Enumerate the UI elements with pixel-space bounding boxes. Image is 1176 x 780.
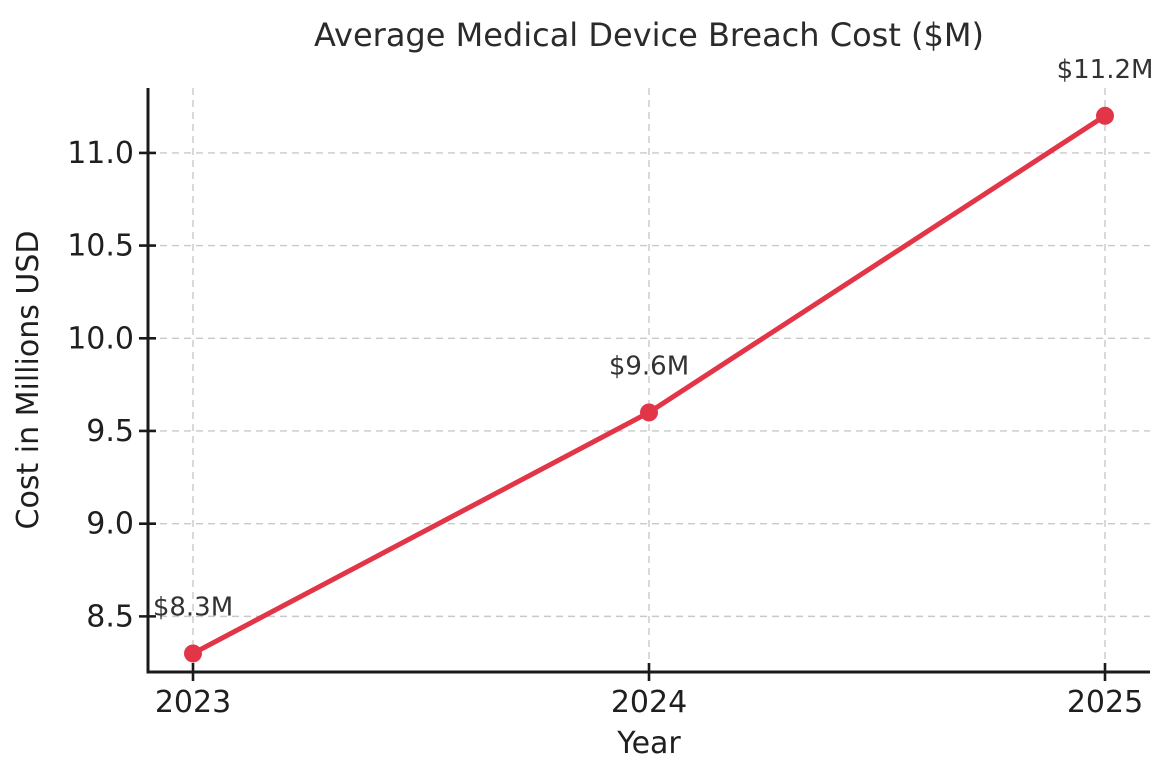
data-point-label: $9.6M [609,351,689,381]
y-tick-label: 10.5 [67,229,134,264]
data-point [184,644,202,663]
axes-layer [139,88,1150,681]
y-tick-label: 8.5 [86,599,134,634]
y-axis-label: Cost in Millions USD [11,231,46,530]
y-tick-label: 9.0 [86,507,134,542]
y-tick-label: 9.5 [86,414,134,449]
chart-title: Average Medical Device Breach Cost ($M) [314,16,984,54]
data-point [1096,106,1114,125]
x-tick-label: 2023 [155,685,231,720]
series-layer: $8.3M $9.6M $11.2M [153,55,1154,663]
data-point-label: $11.2M [1057,55,1154,85]
tick-label-layer: 8.5 9.0 9.5 10.0 10.5 11.0 2023 2024 2025 [67,136,1143,720]
y-tick-label: 10.0 [67,321,134,356]
grid-layer [148,88,1150,672]
data-point [640,403,658,422]
x-tick-label: 2024 [611,685,687,720]
x-tick-label: 2025 [1067,685,1143,720]
x-axis-label: Year [616,726,681,761]
y-tick-label: 11.0 [67,136,134,171]
data-point-label: $8.3M [153,592,233,622]
